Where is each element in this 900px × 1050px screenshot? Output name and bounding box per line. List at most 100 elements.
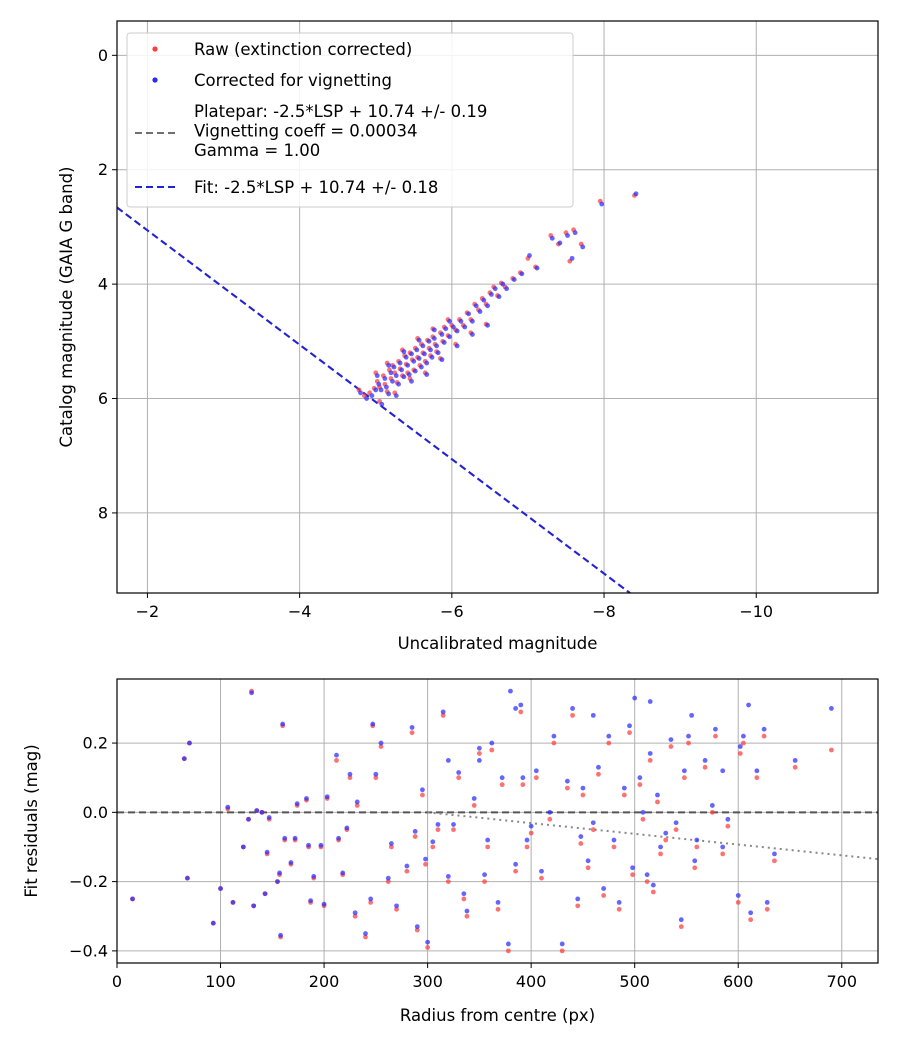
x-tick-label: 0 bbox=[112, 972, 122, 991]
top-axes-frame bbox=[116, 20, 879, 594]
legend-label-corrected: Corrected for vignetting bbox=[194, 71, 392, 90]
bottom-axes-frame bbox=[116, 678, 879, 964]
data-point bbox=[364, 396, 370, 401]
data-point bbox=[551, 733, 557, 739]
data-point bbox=[761, 726, 767, 732]
data-point bbox=[694, 837, 700, 843]
data-point bbox=[713, 733, 718, 739]
data-point bbox=[304, 796, 309, 801]
y-tick-label: 0.0 bbox=[83, 803, 108, 822]
data-point bbox=[347, 775, 353, 781]
legend-box bbox=[126, 32, 574, 208]
top-y-axis-label: Catalog magnitude (GAIA G band) bbox=[57, 167, 76, 448]
data-point bbox=[611, 837, 617, 843]
data-point bbox=[426, 338, 432, 344]
data-point bbox=[681, 768, 687, 774]
data-point bbox=[590, 712, 596, 718]
x-tick-label: 300 bbox=[412, 972, 443, 991]
data-point bbox=[511, 277, 517, 282]
data-point bbox=[370, 721, 376, 727]
data-point bbox=[737, 744, 743, 749]
data-point bbox=[585, 865, 591, 871]
data-point bbox=[741, 740, 746, 746]
data-point bbox=[485, 303, 491, 309]
data-point bbox=[462, 324, 468, 330]
data-point bbox=[471, 796, 477, 801]
y-tick-label: 2 bbox=[98, 160, 108, 179]
data-point bbox=[246, 816, 251, 822]
data-point bbox=[414, 347, 420, 353]
data-point bbox=[585, 858, 591, 864]
y-tick-label: 0.2 bbox=[83, 734, 108, 753]
x-tick-label: 700 bbox=[826, 972, 857, 991]
data-point bbox=[416, 337, 422, 343]
data-point bbox=[409, 351, 414, 357]
data-point bbox=[405, 362, 411, 368]
data-point bbox=[547, 816, 553, 822]
data-point bbox=[277, 870, 282, 876]
x-tick-label: −10 bbox=[739, 602, 773, 621]
data-point bbox=[385, 875, 391, 881]
data-point bbox=[485, 844, 491, 850]
data-point bbox=[495, 906, 501, 912]
data-point bbox=[616, 899, 622, 905]
data-point bbox=[528, 823, 534, 829]
x-tick-label: 400 bbox=[516, 972, 547, 991]
data-point bbox=[505, 948, 511, 954]
data-point bbox=[443, 326, 449, 332]
calibration-plot: −2 −4 −6 −8 −10 0 2 4 6 8 Uncalibrated magnitude… bbox=[57, 20, 879, 653]
data-point bbox=[454, 343, 460, 349]
data-point bbox=[414, 924, 420, 930]
legend-marker-raw bbox=[152, 46, 158, 52]
data-point bbox=[495, 899, 501, 905]
data-point bbox=[551, 740, 557, 746]
data-point bbox=[386, 362, 392, 368]
bottom-y-ticks: −0.4 −0.2 0.0 0.2 bbox=[69, 734, 117, 960]
data-point bbox=[489, 292, 494, 297]
data-point bbox=[414, 927, 420, 933]
data-point bbox=[431, 327, 437, 333]
data-point bbox=[249, 690, 254, 696]
data-point bbox=[792, 764, 798, 770]
data-point bbox=[445, 874, 451, 879]
data-point bbox=[378, 740, 384, 746]
data-point bbox=[477, 309, 483, 314]
data-point bbox=[385, 879, 391, 885]
data-point bbox=[439, 332, 445, 337]
bottom-reference-lines bbox=[117, 811, 878, 861]
data-point bbox=[306, 842, 311, 848]
data-point bbox=[456, 770, 462, 775]
bottom-scatter-points bbox=[130, 688, 834, 954]
data-point bbox=[580, 244, 586, 250]
data-point bbox=[658, 844, 663, 850]
data-point bbox=[391, 364, 397, 370]
data-point bbox=[764, 899, 770, 905]
y-tick-label: −0.2 bbox=[69, 872, 108, 891]
data-point bbox=[434, 343, 440, 349]
data-point bbox=[435, 822, 441, 827]
x-tick-label: 500 bbox=[619, 972, 650, 991]
data-point bbox=[476, 751, 482, 756]
data-point bbox=[627, 723, 632, 729]
data-point bbox=[499, 775, 505, 781]
data-point bbox=[505, 941, 511, 947]
data-point bbox=[358, 390, 363, 396]
data-point bbox=[686, 740, 691, 746]
data-point bbox=[420, 343, 426, 349]
data-point bbox=[772, 851, 777, 857]
data-point bbox=[829, 747, 834, 753]
data-point bbox=[578, 834, 584, 839]
data-point bbox=[424, 372, 430, 377]
data-point bbox=[347, 771, 353, 777]
data-point bbox=[725, 823, 731, 829]
legend-label-line: Gamma = 1.00 bbox=[194, 141, 320, 160]
data-point bbox=[709, 809, 715, 815]
data-point bbox=[655, 792, 660, 798]
top-x-axis-label: Uncalibrated magnitude bbox=[398, 634, 598, 653]
data-point bbox=[596, 771, 601, 777]
y-tick-label: 6 bbox=[98, 389, 108, 408]
data-point bbox=[130, 896, 135, 902]
data-point bbox=[668, 737, 674, 743]
data-point bbox=[401, 374, 407, 380]
data-point bbox=[761, 733, 767, 739]
